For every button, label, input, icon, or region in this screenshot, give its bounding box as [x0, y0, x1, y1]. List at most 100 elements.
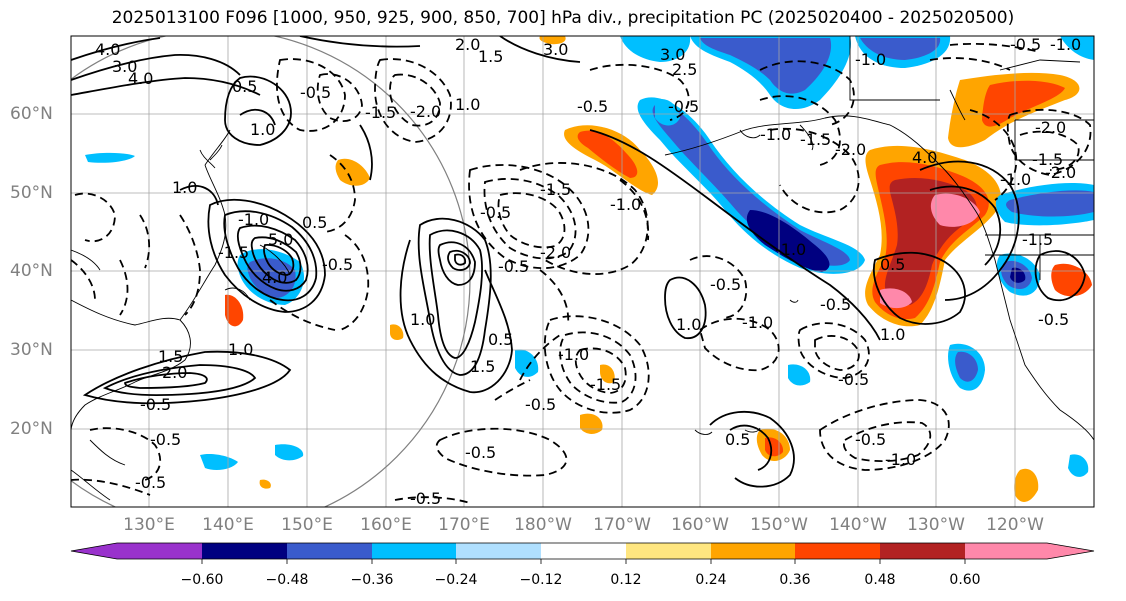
contour-label: -1.5: [540, 180, 571, 199]
colorbar-extend-high: [1047, 543, 1094, 559]
lon-label: 130°W: [907, 515, 965, 535]
contour-label: 1.0: [676, 315, 701, 334]
lon-label: 150°E: [281, 515, 333, 535]
contour-label: 4.0: [912, 148, 937, 167]
colorbar-tick-label: 0.36: [779, 572, 811, 588]
lat-label: 60°N: [10, 104, 53, 124]
contour-label: -0.5: [480, 203, 511, 222]
contour-label: 1.0: [228, 340, 253, 359]
contour-label: -1.0: [775, 240, 806, 259]
colorbar-tick-label: 0.24: [695, 572, 727, 588]
lat-label: 30°N: [10, 340, 53, 360]
lat-label: 50°N: [10, 183, 53, 203]
contour-label: 5.0: [268, 230, 293, 249]
lon-label: 160°W: [671, 515, 729, 535]
contour-label: 3.0: [543, 40, 568, 59]
colorbar-bin: [202, 543, 287, 559]
contour-label: -1.0: [238, 210, 269, 229]
contour-label: 3.0: [112, 57, 137, 76]
contour-label: -0.5: [855, 430, 886, 449]
lon-label: 170°W: [593, 515, 651, 535]
contour-label: -2.0: [1035, 118, 1066, 137]
contour-label: -1.0: [610, 195, 641, 214]
contour-label: -2.0: [540, 243, 571, 262]
contour-label: 4.0: [262, 268, 287, 287]
contour-label: -0.5: [300, 83, 331, 102]
contour-label: -1.5: [1022, 230, 1053, 249]
contour-labels: 4.0 3.0 4.0 0.5 1.0 1.0 -0.5 -1.5 -2.0 2…: [95, 35, 1081, 508]
colorbar-bin: [456, 543, 541, 559]
colorbar-bin: [626, 543, 711, 559]
colorbar-bin: [880, 543, 965, 559]
contour-label: 2.5: [672, 60, 697, 79]
contour-label: -2.0: [835, 140, 866, 159]
lon-label: 140°E: [202, 515, 254, 535]
colorbar-tick-label: −0.24: [434, 572, 478, 588]
plot-frame: [70, 35, 1095, 508]
contour-label: -0.5: [322, 255, 353, 274]
contours-negative: [71, 42, 1092, 504]
colorbar-tick-label: 0.60: [949, 572, 981, 588]
lon-label: 170°E: [438, 515, 490, 535]
contour-label: 1.0: [250, 120, 275, 139]
contour-label: -1.5: [365, 103, 396, 122]
contour-label: -1.0: [885, 450, 916, 469]
contour-label: 1.0: [880, 325, 905, 344]
lon-label: 160°E: [360, 515, 412, 535]
contour-label: -2.0: [1045, 163, 1076, 182]
contour-label: 4.0: [95, 40, 120, 59]
map-title: 2025013100 F096 [1000, 950, 925, 900, 85…: [111, 8, 1015, 28]
contour-label: 1.0: [172, 178, 197, 197]
colorbar-tick-label: −0.48: [265, 572, 309, 588]
colorbar-tick-label: −0.36: [350, 572, 394, 588]
colorbar-outline: [70, 542, 1095, 560]
contour-label: 1.0: [455, 95, 480, 114]
contour-label: 2.0: [455, 35, 480, 54]
contour-label: -0.5: [710, 275, 741, 294]
contour-label: -0.5: [150, 430, 181, 449]
contour-label: 0.5: [488, 330, 513, 349]
contour-label: 0.5: [725, 430, 750, 449]
contour-label: -1.0: [1050, 35, 1081, 54]
contour-label: -1.0: [760, 125, 791, 144]
contour-label: -0.5: [1038, 310, 1069, 329]
contour-label: 0.5: [232, 77, 257, 96]
colorbar-bin: [541, 543, 626, 559]
contour-label: -0.5: [668, 97, 699, 116]
colorbar-tick-label: 0.48: [864, 572, 896, 588]
contour-label: 1.5: [470, 357, 495, 376]
lat-label: 40°N: [10, 261, 53, 281]
contour-label: -0.5: [525, 395, 556, 414]
contour-label: -0.5: [838, 370, 869, 389]
contour-label: -1.5: [218, 243, 249, 262]
contour-label: -0.5: [465, 443, 496, 462]
contour-label: -0.5: [1010, 35, 1041, 54]
contour-label: 2.0: [162, 363, 187, 382]
colorbar-tick-label: −0.12: [519, 572, 563, 588]
contour-label: -1.5: [1032, 150, 1063, 169]
lon-label: 150°W: [750, 515, 808, 535]
lon-label: 120°W: [986, 515, 1044, 535]
contour-label: -1.0: [558, 345, 589, 364]
lon-label: 180°W: [514, 515, 572, 535]
colorbar-bin: [117, 543, 202, 559]
contour-label: 0.5: [302, 213, 327, 232]
colorbar: [70, 542, 1095, 564]
colorbar-bin: [965, 543, 1047, 559]
contour-label: 3.0: [660, 45, 685, 64]
contour-label: 4.0: [128, 69, 153, 88]
contour-label: -1.5: [800, 130, 831, 149]
colorbar-bin: [795, 543, 880, 559]
colorbar-tick-label: 0.12: [610, 572, 642, 588]
contours-positive: [71, 36, 1086, 488]
contour-label: -0.5: [577, 97, 608, 116]
lat-label: 20°N: [10, 419, 53, 439]
colorbar-bin: [372, 543, 456, 559]
contour-label: -0.5: [498, 257, 529, 276]
contour-label: -0.5: [820, 295, 851, 314]
contour-label: -1.5: [590, 375, 621, 394]
contour-label: -1.0: [1000, 170, 1031, 189]
contour-label: -0.5: [410, 489, 441, 508]
colorbar-tick-label: −0.60: [180, 572, 224, 588]
